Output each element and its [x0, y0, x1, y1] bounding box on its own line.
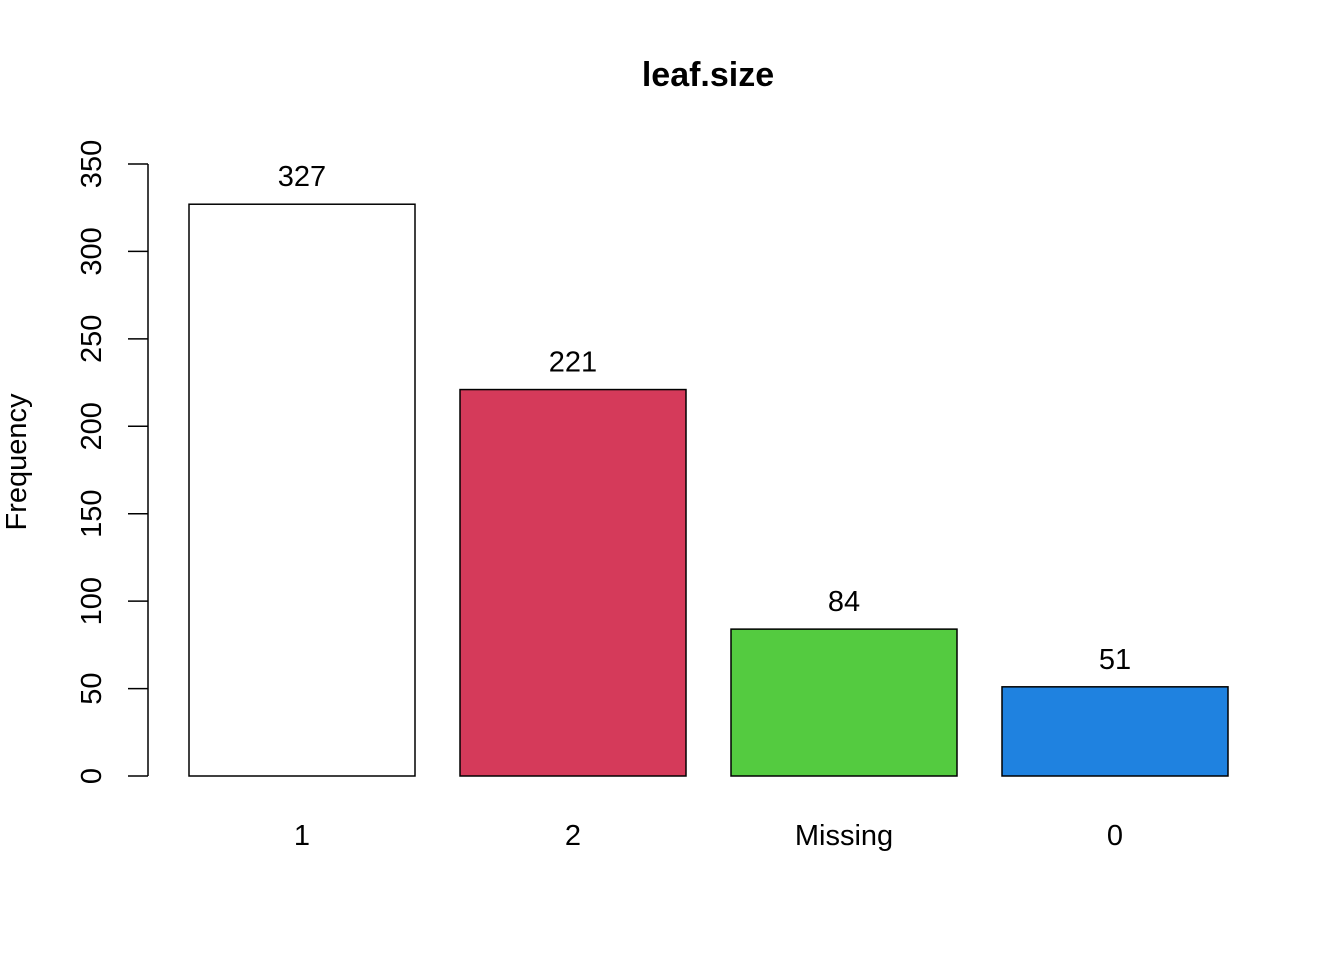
- bar: [459, 388, 687, 777]
- y-tick-label: 50: [76, 672, 108, 704]
- y-tick-label: 100: [76, 577, 108, 625]
- bars: [188, 203, 1229, 777]
- y-tick-label: 0: [76, 768, 108, 784]
- bar-value-label: 51: [1099, 644, 1131, 676]
- x-axis-labels: 1 2 Missing 0: [294, 820, 1123, 852]
- y-tick-label: 300: [76, 227, 108, 275]
- y-tick-label: 200: [76, 402, 108, 450]
- y-tick-label: 250: [76, 315, 108, 363]
- y-tick-label: 350: [76, 140, 108, 188]
- y-axis: 0 50 100 150 200 250 300 350: [76, 140, 149, 784]
- bar-value-label: 84: [828, 586, 860, 618]
- bar-value-label: 221: [549, 347, 597, 379]
- data-labels: 327 221 84 51: [278, 161, 1131, 676]
- y-tick-label: 150: [76, 490, 108, 538]
- bar: [1001, 686, 1229, 777]
- x-category-label: 2: [565, 820, 581, 852]
- bar-value-label: 327: [278, 161, 326, 193]
- y-axis-title: Frequency: [1, 393, 33, 531]
- bar: [730, 628, 958, 777]
- x-category-label: Missing: [795, 820, 893, 852]
- chart-title: leaf.size: [642, 56, 774, 94]
- x-category-label: 1: [294, 820, 310, 852]
- bar: [188, 203, 416, 777]
- x-category-label: 0: [1107, 820, 1123, 852]
